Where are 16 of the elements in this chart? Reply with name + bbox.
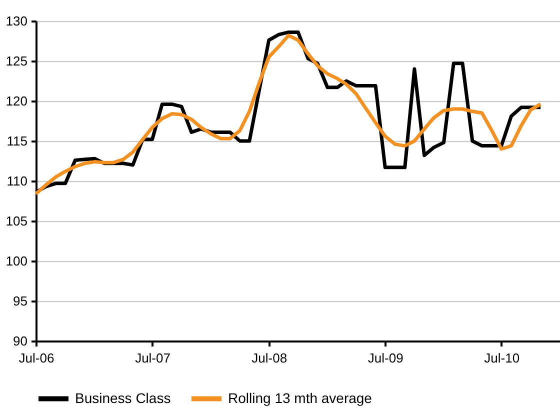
- y-tick-label: 115: [6, 134, 28, 148]
- x-tick-label: Jul-06: [18, 350, 54, 366]
- x-tick-label: Jul-09: [368, 350, 404, 366]
- legend-label: Rolling 13 mth average: [228, 390, 372, 406]
- x-tick-label: Jul-07: [135, 350, 170, 366]
- x-tick-label: Jul-08: [252, 350, 288, 366]
- y-tick-label: 120: [6, 94, 28, 108]
- y-tick-label: 110: [6, 174, 28, 188]
- legend-label: Business Class: [75, 390, 171, 406]
- x-tick-label: Jul-10: [484, 350, 520, 366]
- y-tick-label: 90: [13, 334, 28, 348]
- y-tick-label: 125: [6, 54, 28, 68]
- y-tick-label: 100: [6, 254, 28, 268]
- y-tick-label: 130: [6, 14, 28, 28]
- y-tick-label: 105: [6, 214, 28, 228]
- y-tick-label: 95: [13, 294, 28, 308]
